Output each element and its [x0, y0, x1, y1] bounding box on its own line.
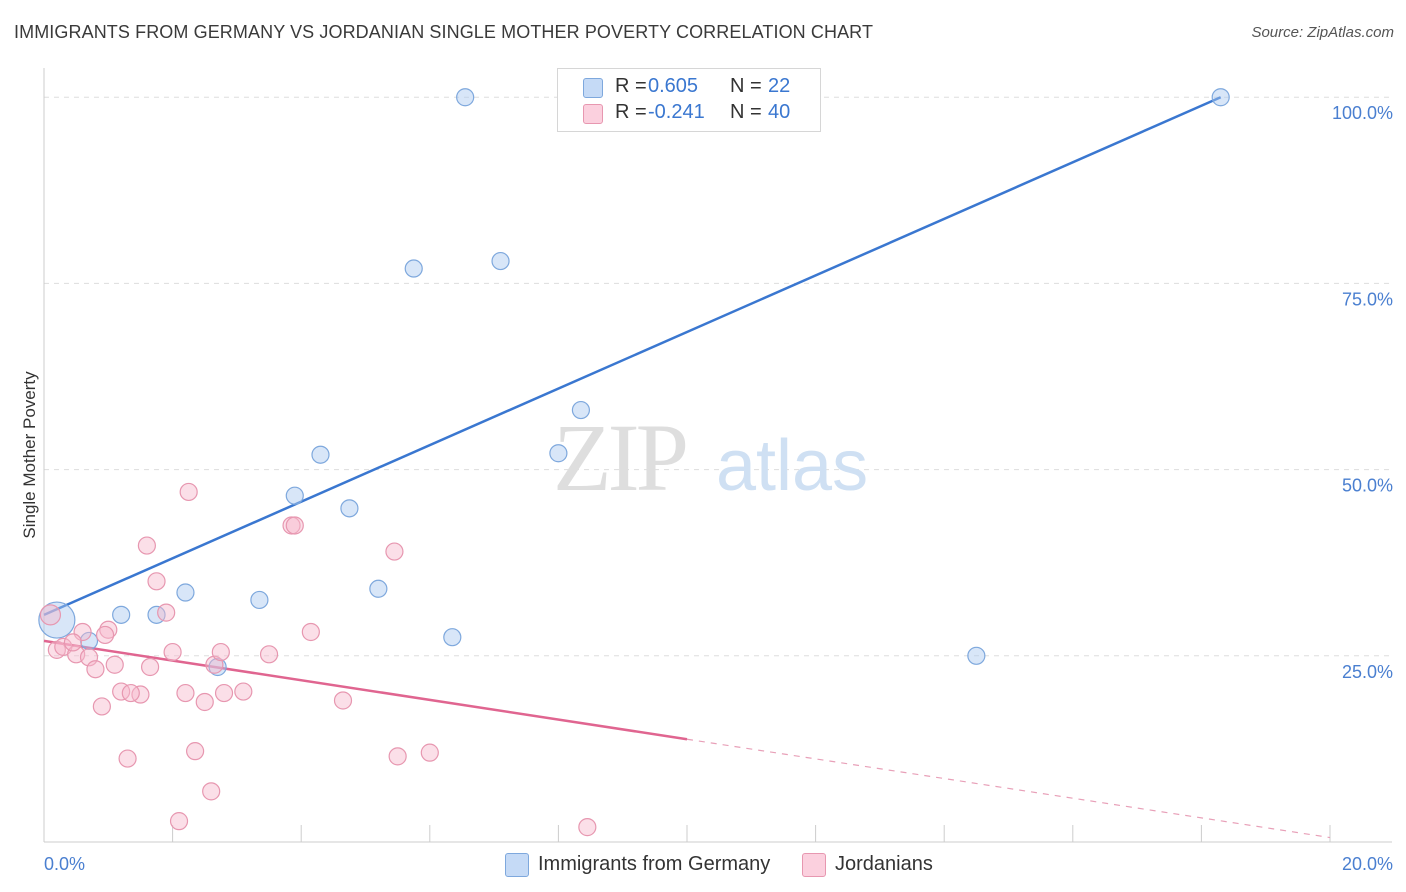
bottom-legend-label-jordanians: Jordanians: [835, 853, 933, 875]
point-jordanians: [214, 683, 234, 703]
legend-swatch-germany: [583, 78, 603, 98]
point-germany: [311, 445, 330, 464]
point-jordanians: [112, 682, 131, 701]
bottom-legend-swatch-germany: [505, 853, 529, 877]
point-jordanians: [578, 818, 597, 837]
point-germany: [250, 590, 269, 610]
point-jordanians: [131, 685, 150, 704]
point-jordanians: [385, 542, 404, 561]
point-jordanians: [202, 782, 221, 801]
point-jordanians: [179, 482, 198, 502]
point-germany: [112, 605, 131, 624]
bottom-legend-label-germany: Immigrants from Germany: [538, 853, 771, 875]
point-jordanians: [176, 683, 195, 703]
point-jordanians: [169, 812, 189, 831]
point-jordanians: [92, 697, 111, 716]
point-jordanians: [211, 642, 230, 662]
point-jordanians: [99, 620, 118, 639]
point-germany: [967, 646, 986, 665]
grid-layer: [44, 96, 1392, 657]
point-jordanians: [121, 683, 140, 703]
point-jordanians: [420, 743, 439, 762]
point-germany: [456, 88, 475, 107]
point-germany: [38, 601, 76, 639]
point-jordanians: [259, 645, 279, 664]
y-tick-label: 100.0%: [1332, 103, 1393, 123]
label-layer: 25.0% 50.0% 75.0% 100.0% 0.0% 20.0%: [44, 103, 1393, 874]
point-jordanians: [140, 657, 160, 677]
legend-r-value: 0.605: [648, 75, 699, 97]
point-germany: [491, 251, 510, 271]
point-germany: [1211, 88, 1230, 107]
trendline-germany: [43, 96, 1222, 616]
point-jordanians: [388, 747, 407, 766]
x-tick-label: 0.0%: [44, 854, 85, 874]
point-jordanians: [147, 572, 166, 591]
point-jordanians: [186, 742, 205, 761]
point-jordanians: [195, 692, 214, 712]
point-jordanians: [163, 642, 182, 662]
source-label: Source: ZipAtlas.com: [1251, 24, 1394, 41]
point-jordanians: [105, 655, 124, 674]
point-jordanians: [234, 682, 253, 701]
stats-legend: R = 0.605 N = 22 R = -0.241 N = 40: [557, 68, 821, 132]
watermark-zip: ZIP: [553, 404, 686, 511]
point-germany: [79, 631, 99, 651]
point-jordanians: [157, 603, 176, 622]
watermark-atlas: atlas: [716, 426, 868, 506]
point-germany: [369, 579, 388, 598]
point-germany: [285, 486, 304, 505]
legend-row-jordanians: R = -0.241 N = 40: [558, 100, 820, 126]
legend-n-value: 40: [768, 101, 791, 123]
point-jordanians: [137, 536, 156, 555]
point-germany: [549, 444, 568, 463]
legend-row-germany: R = 0.605 N = 22: [558, 74, 820, 100]
trendline-jordanians: [43, 639, 688, 741]
watermark: ZIP atlas: [553, 404, 868, 511]
points-layer: [38, 88, 1230, 837]
point-jordanians: [63, 633, 83, 652]
point-germany: [208, 657, 227, 677]
legend-n-value: 22: [768, 75, 791, 97]
chart-title: IMMIGRANTS FROM GERMANY VS JORDANIAN SIN…: [14, 22, 874, 42]
point-jordanians: [285, 516, 304, 535]
y-tick-label: 50.0%: [1342, 476, 1393, 496]
x-tick-label: 20.0%: [1342, 854, 1393, 874]
point-jordanians: [39, 604, 62, 626]
point-germany: [340, 499, 359, 518]
trendline-jordanians-extension: [686, 738, 1331, 839]
axis-layer: [43, 68, 1392, 843]
point-jordanians: [333, 691, 353, 710]
trend-layer: [43, 96, 1331, 839]
legend-r-label: R =: [615, 75, 647, 97]
point-jordanians: [301, 622, 320, 642]
point-germany: [443, 628, 462, 647]
legend-r-label: R =: [615, 101, 647, 123]
point-germany: [404, 259, 423, 278]
point-germany: [176, 583, 195, 602]
point-jordanians: [118, 749, 137, 768]
bottom-legend-swatch-jordanians: [802, 853, 826, 877]
point-germany: [571, 400, 591, 420]
y-axis-label: Single Mother Poverty: [20, 371, 39, 539]
legend-n-label: N =: [730, 101, 762, 123]
legend-n-label: N =: [730, 75, 762, 97]
point-jordanians: [86, 660, 105, 679]
y-tick-label: 25.0%: [1342, 662, 1393, 682]
legend-r-value: -0.241: [648, 101, 705, 123]
legend-swatch-jordanians: [583, 104, 603, 124]
point-jordanians: [95, 625, 115, 645]
y-tick-label: 75.0%: [1342, 289, 1393, 309]
